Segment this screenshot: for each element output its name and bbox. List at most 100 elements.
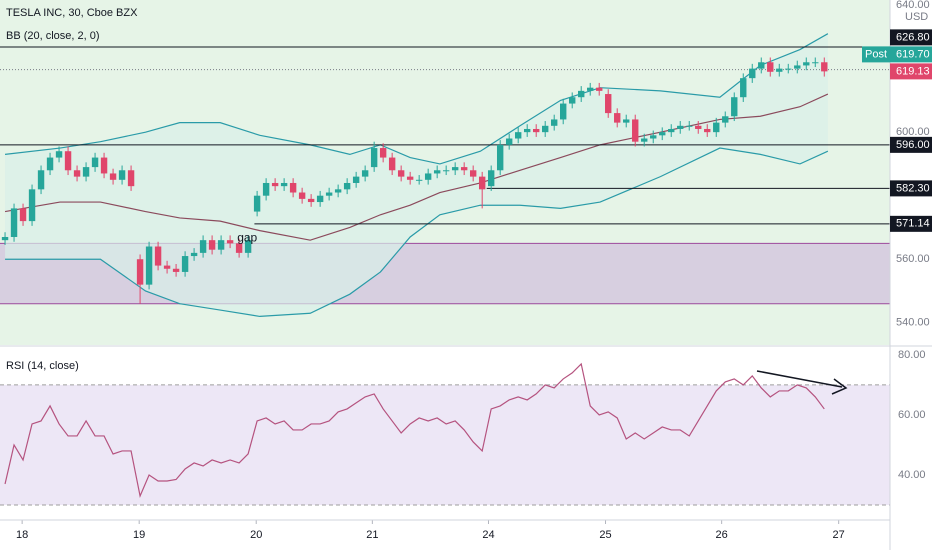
candle-body xyxy=(415,179,423,181)
candle-body xyxy=(614,113,621,123)
candle-body xyxy=(713,122,720,133)
candle-body xyxy=(28,189,36,222)
price-label: 571.14 xyxy=(896,218,930,230)
candle-body xyxy=(181,256,189,272)
candle-body xyxy=(235,243,243,253)
candle-body xyxy=(226,240,234,244)
candle-body xyxy=(217,240,225,250)
candle-body xyxy=(704,128,711,133)
price-label: 596.00 xyxy=(896,139,930,151)
candle-body xyxy=(605,94,612,114)
candle-body xyxy=(199,240,207,253)
tag-box xyxy=(862,46,890,63)
candle-body xyxy=(451,167,459,171)
candle-body xyxy=(442,170,450,172)
candle-body xyxy=(361,170,369,177)
candle-body xyxy=(487,170,495,187)
candle-body xyxy=(424,173,432,180)
candle-body xyxy=(145,246,153,285)
candle-body xyxy=(388,157,396,171)
candle-body xyxy=(650,135,657,139)
candle-body xyxy=(91,157,99,168)
candle-body xyxy=(659,132,666,136)
candle-body xyxy=(821,62,828,72)
candle-body xyxy=(262,182,270,196)
bb-lower xyxy=(5,147,829,318)
y-tick-label: 540.00 xyxy=(896,317,930,329)
candle-body xyxy=(433,170,441,174)
candle-body xyxy=(514,132,522,139)
candle-body xyxy=(641,138,648,142)
candle-body xyxy=(812,62,819,64)
candle-body xyxy=(379,148,387,158)
candle-body xyxy=(731,97,738,117)
currency: USD xyxy=(905,11,928,23)
candle-body xyxy=(19,208,27,222)
candle-body xyxy=(289,182,297,193)
price-label: 619.70 xyxy=(896,48,930,60)
candle-body xyxy=(352,176,360,183)
candle-body xyxy=(37,170,45,190)
candle-body xyxy=(82,167,90,177)
candle-body xyxy=(1,236,9,241)
candle-body xyxy=(208,240,216,250)
x-tick-label: 24 xyxy=(482,529,494,541)
candle-body xyxy=(271,182,279,187)
bb-upper xyxy=(4,33,829,165)
candle-body xyxy=(244,240,252,253)
candle-body xyxy=(541,125,549,133)
annotation: gap xyxy=(237,231,257,245)
price-label-box xyxy=(890,46,932,63)
candle-body xyxy=(532,128,540,133)
candle-body xyxy=(280,182,288,187)
candle-body xyxy=(73,170,81,177)
x-tick-label: 21 xyxy=(366,529,378,541)
tag-label: Post xyxy=(865,48,887,60)
candle-body xyxy=(298,192,306,199)
candle-body xyxy=(397,170,405,177)
candle-body xyxy=(686,125,693,127)
candle-body xyxy=(316,195,324,203)
candle-body xyxy=(190,252,198,257)
price-label-box xyxy=(890,180,932,197)
indicator-title: BB (20, close, 2, 0) xyxy=(6,30,100,42)
y-tick-label: 560.00 xyxy=(896,253,930,265)
candle-body xyxy=(64,151,72,171)
candle-body xyxy=(460,167,468,171)
candle-body xyxy=(163,265,171,269)
price-label-box xyxy=(890,136,932,153)
candle-body xyxy=(406,176,414,180)
symbol-title: TESLA INC, 30, Cboe BZX xyxy=(6,7,138,19)
candle-body xyxy=(668,128,675,133)
candle-body xyxy=(776,68,783,72)
price-label: 582.30 xyxy=(896,182,930,194)
divergence-arrow xyxy=(756,370,843,388)
candle-body xyxy=(118,170,126,180)
x-tick-label: 18 xyxy=(16,529,28,541)
candle-body xyxy=(749,68,756,79)
x-tick-label: 19 xyxy=(133,529,145,541)
candle-body xyxy=(172,268,180,272)
candle-body xyxy=(803,62,810,66)
candle-body xyxy=(10,208,18,237)
candle-body xyxy=(623,119,630,123)
candle-body xyxy=(154,246,162,266)
candle-body xyxy=(632,119,639,142)
candle-body xyxy=(253,195,261,212)
candle-body xyxy=(551,119,558,126)
candle-body xyxy=(496,144,504,171)
x-tick-label: 20 xyxy=(250,529,262,541)
rsi-line xyxy=(4,362,825,498)
price-label: 626.80 xyxy=(896,31,930,43)
candle-body xyxy=(758,62,765,69)
overlay: 626.80 619.70 Post 619.13 596.00 582.30 571.14 xyxy=(862,29,932,232)
x-tick-label: 27 xyxy=(833,529,845,541)
candle-body xyxy=(46,157,54,171)
candle-body xyxy=(505,138,513,145)
y-tick-label: 640.00 xyxy=(896,0,930,11)
candle-body xyxy=(334,189,342,193)
price-label-box xyxy=(890,29,932,46)
y-tick-label: 40.00 xyxy=(898,469,926,481)
